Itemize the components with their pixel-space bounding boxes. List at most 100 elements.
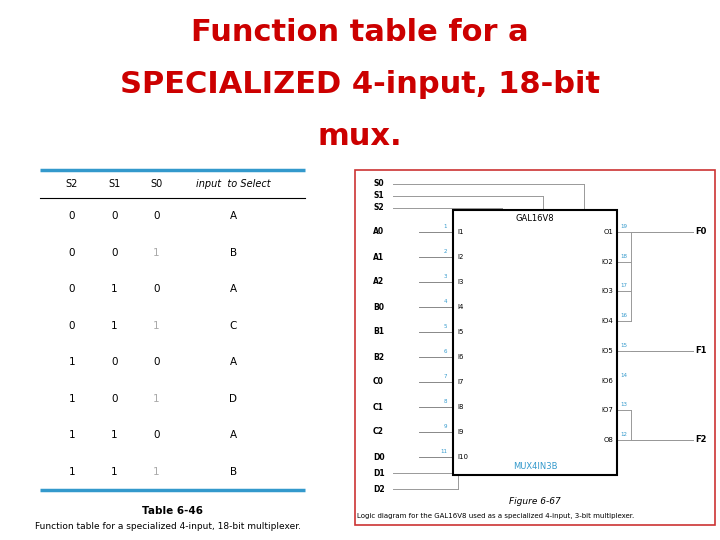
Text: 1: 1 <box>153 394 160 404</box>
Text: 1: 1 <box>68 394 75 404</box>
Text: 3: 3 <box>444 274 447 279</box>
Text: 14: 14 <box>620 373 627 377</box>
Text: I8: I8 <box>457 404 464 410</box>
Text: 18: 18 <box>620 254 627 259</box>
Text: Table 6-46: Table 6-46 <box>142 506 203 516</box>
Text: I3: I3 <box>457 279 464 285</box>
Text: mux.: mux. <box>318 122 402 151</box>
Text: 1: 1 <box>68 357 75 367</box>
Text: C2: C2 <box>373 428 384 436</box>
Text: input  to Select: input to Select <box>196 179 271 189</box>
Text: Function table for a: Function table for a <box>192 18 528 47</box>
Text: GAL16V8: GAL16V8 <box>516 214 554 223</box>
Text: A: A <box>230 284 237 294</box>
Text: 0: 0 <box>68 248 75 258</box>
Text: 1: 1 <box>153 467 160 477</box>
Text: 16: 16 <box>620 313 627 318</box>
Text: S0: S0 <box>373 179 384 188</box>
Text: 11: 11 <box>440 449 447 454</box>
Text: 17: 17 <box>620 284 627 288</box>
Text: A: A <box>230 430 237 440</box>
Text: I1: I1 <box>457 229 464 235</box>
Text: IO6: IO6 <box>601 377 613 383</box>
Text: 2: 2 <box>444 249 447 254</box>
Text: 15: 15 <box>620 343 627 348</box>
Text: IO3: IO3 <box>601 288 613 294</box>
Text: B: B <box>230 467 237 477</box>
Text: I4: I4 <box>457 304 464 310</box>
Text: 1: 1 <box>68 467 75 477</box>
Text: 0: 0 <box>153 357 160 367</box>
Text: 1: 1 <box>153 248 160 258</box>
Text: 0: 0 <box>68 321 75 330</box>
Text: 6: 6 <box>444 349 447 354</box>
Text: 0: 0 <box>153 430 160 440</box>
Text: IO5: IO5 <box>601 348 613 354</box>
Text: I10: I10 <box>457 454 468 460</box>
Text: IO4: IO4 <box>601 318 613 324</box>
Text: D2: D2 <box>373 484 384 494</box>
Text: F0: F0 <box>696 227 707 237</box>
Text: B: B <box>230 248 237 258</box>
Text: 1: 1 <box>111 284 117 294</box>
Text: 0: 0 <box>153 284 160 294</box>
Text: I9: I9 <box>457 429 464 435</box>
Text: I2: I2 <box>457 254 464 260</box>
Text: 0: 0 <box>111 357 117 367</box>
Text: 0: 0 <box>111 394 117 404</box>
Text: I6: I6 <box>457 354 464 360</box>
Text: A2: A2 <box>373 278 384 287</box>
Text: C1: C1 <box>373 402 384 411</box>
Text: D1: D1 <box>373 469 384 477</box>
Text: A0: A0 <box>373 227 384 237</box>
Bar <box>453 210 617 475</box>
Text: Function table for a specialized 4-input, 18-bit multiplexer.: Function table for a specialized 4-input… <box>35 522 301 531</box>
Text: A: A <box>230 357 237 367</box>
Text: 1: 1 <box>153 321 160 330</box>
Text: 0: 0 <box>111 211 117 221</box>
Text: MUX4IN3B: MUX4IN3B <box>513 462 557 471</box>
Text: SPECIALIZED 4-input, 18-bit: SPECIALIZED 4-input, 18-bit <box>120 70 600 99</box>
Text: 5: 5 <box>444 324 447 329</box>
Text: A1: A1 <box>373 253 384 261</box>
Text: 0: 0 <box>111 248 117 258</box>
Text: B2: B2 <box>373 353 384 361</box>
Text: F2: F2 <box>696 435 707 444</box>
Text: Logic diagram for the GAL16V8 used as a specialized 4-input, 3-bit multiplexer.: Logic diagram for the GAL16V8 used as a … <box>357 513 634 519</box>
Text: I5: I5 <box>457 329 464 335</box>
Text: 1: 1 <box>111 321 117 330</box>
Text: B1: B1 <box>373 327 384 336</box>
Text: F1: F1 <box>696 346 707 355</box>
Text: IO2: IO2 <box>601 259 613 265</box>
Text: 1: 1 <box>111 467 117 477</box>
Text: 0: 0 <box>153 211 160 221</box>
Bar <box>355 170 715 525</box>
Text: S2: S2 <box>66 179 78 189</box>
Text: 1: 1 <box>444 224 447 229</box>
Text: 4: 4 <box>444 299 447 304</box>
Text: S0: S0 <box>150 179 163 189</box>
Text: 13: 13 <box>620 402 627 407</box>
Text: C: C <box>230 321 237 330</box>
Text: S1: S1 <box>373 192 384 200</box>
Text: IO7: IO7 <box>601 407 613 413</box>
Text: 19: 19 <box>620 224 627 229</box>
Text: C0: C0 <box>373 377 384 387</box>
Text: 7: 7 <box>444 374 447 379</box>
Text: 0: 0 <box>68 284 75 294</box>
Text: S1: S1 <box>108 179 120 189</box>
Text: 1: 1 <box>111 430 117 440</box>
Text: S2: S2 <box>373 204 384 213</box>
Text: D0: D0 <box>373 453 384 462</box>
Text: 8: 8 <box>444 399 447 404</box>
Text: A: A <box>230 211 237 221</box>
Text: 1: 1 <box>68 430 75 440</box>
Text: 12: 12 <box>620 432 627 437</box>
Text: Figure 6-67: Figure 6-67 <box>509 497 561 506</box>
Text: O1: O1 <box>603 229 613 235</box>
Text: 0: 0 <box>68 211 75 221</box>
Text: I7: I7 <box>457 379 464 385</box>
Text: 9: 9 <box>444 424 447 429</box>
Text: D: D <box>230 394 238 404</box>
Text: O8: O8 <box>603 437 613 443</box>
